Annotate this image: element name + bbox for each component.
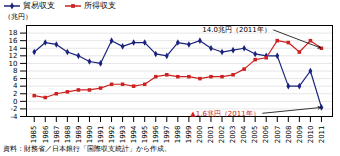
html-text:貿易収支: 貿易収支 — [23, 1, 55, 10]
svg-text:1998: 1998 — [174, 126, 182, 144]
svg-text:1988: 1988 — [64, 126, 72, 144]
svg-text:1993: 1993 — [119, 126, 127, 144]
svg-text:2002: 2002 — [218, 126, 226, 144]
svg-text:1992: 1992 — [108, 126, 116, 144]
svg-text:2003: 2003 — [229, 126, 237, 144]
svg-text:2011: 2011 — [318, 126, 326, 144]
svg-text:1994: 1994 — [130, 125, 138, 143]
svg-text:0: 0 — [13, 98, 17, 106]
svg-text:14.0兆円（2011年）: 14.0兆円（2011年） — [202, 26, 270, 34]
svg-text:4: 4 — [13, 82, 18, 90]
svg-text:1997: 1997 — [163, 126, 171, 144]
svg-text:-4: -4 — [11, 113, 19, 121]
svg-text:1987: 1987 — [53, 126, 61, 144]
svg-text:2010: 2010 — [307, 126, 315, 144]
svg-text:1996: 1996 — [152, 125, 160, 143]
svg-text:（兆円）: （兆円） — [4, 13, 32, 21]
svg-text:2005: 2005 — [251, 126, 259, 144]
svg-text:18: 18 — [9, 29, 18, 37]
svg-text:2009: 2009 — [296, 126, 304, 144]
svg-text:▲1.6兆円（2011年）: ▲1.6兆円（2011年） — [190, 110, 259, 118]
svg-text:2007: 2007 — [274, 126, 282, 144]
svg-text:2001: 2001 — [207, 126, 215, 144]
svg-text:2: 2 — [13, 90, 17, 98]
svg-text:1986: 1986 — [42, 125, 50, 143]
svg-text:1991: 1991 — [97, 126, 105, 144]
svg-text:1995: 1995 — [141, 126, 149, 144]
svg-text:1990: 1990 — [86, 126, 94, 144]
svg-text:1989: 1989 — [75, 126, 83, 144]
svg-text:14: 14 — [9, 44, 18, 52]
svg-text:2008: 2008 — [285, 126, 293, 144]
svg-text:6: 6 — [13, 75, 18, 83]
svg-text:10: 10 — [9, 60, 18, 68]
svg-text:2000: 2000 — [196, 126, 204, 144]
svg-text:2004: 2004 — [240, 125, 248, 143]
svg-text:-2: -2 — [11, 105, 18, 113]
svg-text:8: 8 — [13, 67, 17, 75]
html-text:所得収支: 所得収支 — [84, 1, 116, 10]
svg-text:16: 16 — [9, 37, 18, 45]
svg-text:1999: 1999 — [185, 126, 193, 144]
html-text:資料：財務省／日本銀行「国際収支統計」から作成。: 資料：財務省／日本銀行「国際収支統計」から作成。 — [3, 145, 171, 153]
svg-text:1985: 1985 — [30, 126, 38, 144]
svg-text:2006: 2006 — [262, 125, 270, 143]
svg-text:12: 12 — [9, 52, 18, 60]
